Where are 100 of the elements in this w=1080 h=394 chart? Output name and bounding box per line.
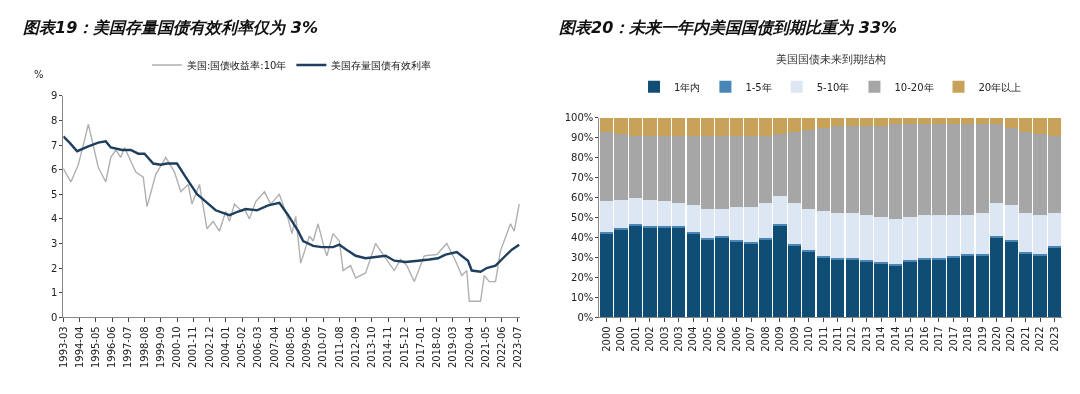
x-tick-label: 2020 [1005, 326, 1017, 352]
legend-label: 5-10年 [816, 81, 850, 93]
x-tick-label: 2017 [947, 326, 959, 352]
y-tick-label: 40% [571, 231, 594, 243]
y-tick-label: 90% [571, 132, 594, 144]
y-tick-label: 4 [50, 213, 58, 225]
x-tick-label: 2010-07 [317, 326, 329, 369]
x-tick-label: 2005-02 [236, 326, 248, 369]
bar [715, 235, 729, 238]
y-tick-label: 0 [50, 311, 58, 323]
x-tick-label: 2000 [600, 326, 612, 352]
x-tick-label: 2013-10 [366, 326, 378, 369]
x-tick-label: 2009-06 [301, 326, 313, 369]
bar [961, 253, 975, 256]
x-tick-label: 2022 [1034, 326, 1046, 352]
y-tick-label: 20% [571, 271, 594, 283]
bar [802, 249, 816, 252]
x-tick-label: 1995-05 [90, 326, 101, 369]
x-tick-label: 2009 [774, 326, 786, 352]
chart-title: 图表20：未来一年内美国国债到期比重为 33% [559, 18, 898, 37]
bar [628, 223, 643, 226]
x-tick-label: 2008-05 [284, 326, 296, 369]
legend-label: 美国:国债收益率:10年 [186, 59, 287, 71]
x-tick-label: 2001 [629, 326, 641, 352]
bar [686, 231, 700, 234]
y-tick-label: 2 [50, 262, 58, 274]
y-tick-label: 8 [50, 114, 58, 126]
y-tick-label: 60% [571, 192, 594, 203]
x-tick-label: 2011 [832, 326, 844, 352]
x-tick-label: 1997-07 [122, 326, 134, 369]
y-tick-label: 70% [571, 172, 594, 184]
x-tick-label: 2007 [745, 326, 757, 352]
x-tick-label: 2012 [846, 326, 858, 352]
x-tick-label: 2004-01 [219, 326, 231, 369]
bar [975, 253, 989, 256]
x-tick-label: 2003 [673, 326, 685, 352]
legend-label: 10-20年 [894, 81, 934, 93]
x-tick-label: 2020 [990, 326, 1002, 352]
bar [816, 255, 830, 258]
y-tick-label: 50% [571, 211, 594, 223]
x-tick-label: 2019 [976, 326, 988, 352]
bar [1004, 239, 1018, 242]
x-tick-label: 2000 [615, 326, 627, 352]
y-tick-label: 1 [50, 287, 58, 299]
legend-label: 1年内 [674, 81, 701, 93]
legend-label: 20年以上 [978, 81, 1022, 93]
x-tick-label: 1994-04 [73, 326, 85, 369]
bar [1018, 251, 1033, 254]
x-tick-label: 2023-07 [512, 326, 524, 369]
bar [860, 259, 874, 262]
x-tick-label: 2014 [889, 326, 901, 352]
x-tick-label: 2015-12 [398, 326, 410, 369]
x-tick-label: 2006 [716, 326, 728, 352]
y-tick-label: 30% [571, 251, 594, 263]
bar [744, 241, 758, 244]
x-tick-label: 2007-04 [268, 326, 280, 369]
x-tick-label: 2011 [817, 326, 829, 352]
x-tick-label: 2014 [875, 326, 887, 352]
bar [614, 227, 628, 230]
x-tick-label: 2017 [933, 326, 945, 352]
bar [787, 243, 802, 246]
x-tick-label: 1993-03 [57, 326, 69, 369]
x-tick-label: 2021-05 [479, 326, 491, 369]
x-tick-label: 2021 [1019, 326, 1031, 352]
bar [888, 263, 903, 266]
line-series [63, 123, 520, 302]
bar [599, 231, 614, 234]
x-tick-label: 2004 [687, 326, 699, 352]
x-tick-label: 2017-01 [414, 326, 426, 369]
bar [903, 259, 917, 262]
y-tick-label: 80% [571, 152, 594, 164]
x-tick-label: 1999-09 [155, 326, 167, 369]
x-tick-label: 2018-02 [431, 326, 443, 369]
bar [946, 255, 960, 258]
x-tick-label: 2014-11 [382, 326, 394, 369]
x-tick-label: 2005 [701, 326, 713, 352]
x-tick-label: 1996-06 [106, 326, 118, 369]
x-tick-label: 2000-10 [171, 326, 183, 369]
legend-label: 美国存量国债有效利率 [331, 59, 432, 71]
x-tick-label: 2002-12 [203, 326, 215, 369]
bar [758, 237, 773, 240]
bar [874, 261, 888, 264]
y-tick-label: 10% [571, 291, 594, 303]
y-tick-label: 100% [564, 112, 594, 124]
x-tick-label: 2001-11 [187, 326, 199, 369]
x-tick-label: 2002 [644, 326, 656, 352]
y-tick-label: 7 [50, 139, 58, 151]
bar [831, 257, 845, 260]
y-axis-title: % [34, 69, 44, 80]
line-series [63, 135, 521, 273]
x-tick-label: 2009 [788, 326, 800, 352]
bar [1047, 245, 1062, 248]
x-tick-label: 1998-08 [138, 326, 150, 369]
y-tick-label: 6 [50, 164, 58, 176]
bar [1033, 253, 1047, 256]
x-tick-label: 2018 [962, 326, 974, 352]
bar [773, 223, 787, 226]
x-tick-label: 2020-04 [463, 326, 475, 369]
y-tick-label: 5 [50, 188, 58, 200]
x-tick-label: 2011-08 [333, 326, 345, 369]
